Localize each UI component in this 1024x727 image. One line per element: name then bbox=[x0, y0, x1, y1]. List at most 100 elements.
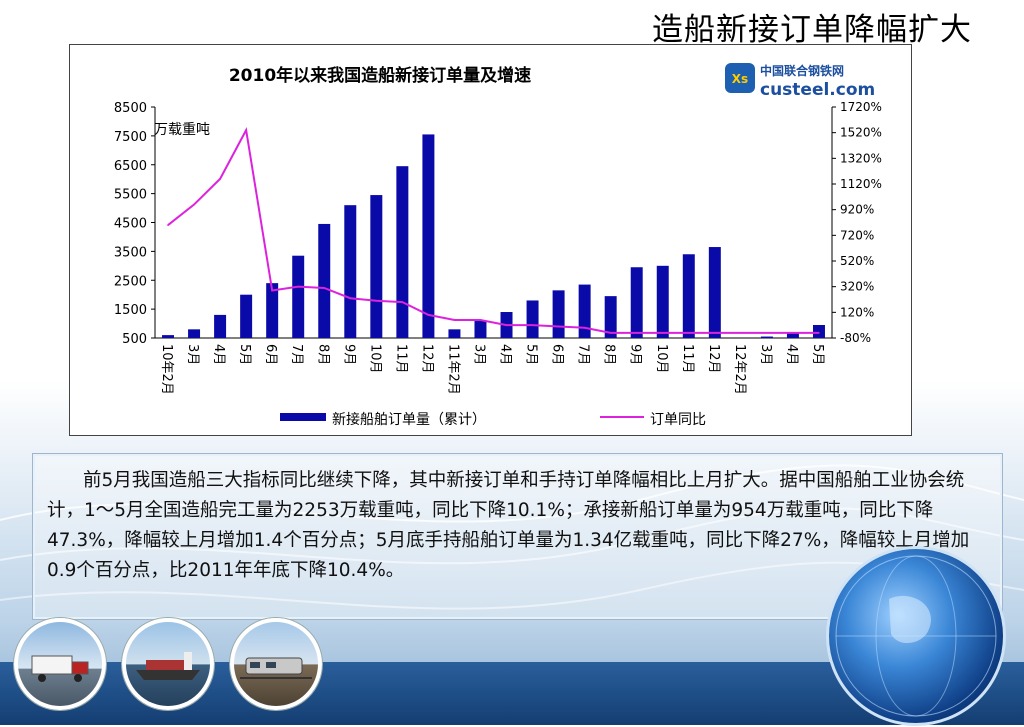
globe-icon bbox=[826, 546, 1006, 726]
line-point-20 bbox=[687, 332, 690, 334]
legend-bar-swatch bbox=[280, 413, 326, 421]
y-left-tick-label: 4500 bbox=[114, 217, 147, 232]
x-tick-label: 12月 bbox=[419, 344, 434, 374]
bar-18 bbox=[630, 267, 643, 338]
chart: 2010年以来我国造船新接订单量及增速 Xs 中国联合钢铁网 custeel.c… bbox=[114, 63, 882, 428]
x-tick-label: 4月 bbox=[498, 344, 513, 365]
cargo-ship-icon bbox=[122, 618, 214, 710]
y-left-tick-label: 500 bbox=[122, 332, 147, 347]
x-tick-label: 3月 bbox=[471, 344, 486, 365]
legend-line-label: 订单同比 bbox=[650, 412, 706, 428]
summary-paragraph: 前5月我国造船三大指标同比继续下降，其中新接订单和手持订单降幅相比上月扩大。据中… bbox=[47, 470, 970, 581]
slide-title: 造船新接订单降幅扩大 bbox=[652, 12, 972, 48]
line-point-13 bbox=[505, 324, 508, 326]
bar-14 bbox=[526, 300, 539, 338]
x-tick-label: 7月 bbox=[289, 344, 304, 365]
bar-6 bbox=[318, 223, 331, 338]
line-point-25 bbox=[818, 332, 820, 334]
logo-badge-text: Xs bbox=[732, 72, 748, 86]
bar-4 bbox=[266, 283, 279, 338]
bar-1 bbox=[188, 329, 201, 338]
y-right-tick-label: 1320% bbox=[840, 151, 882, 165]
line-point-7 bbox=[349, 297, 352, 300]
x-tick-label: 3月 bbox=[758, 344, 773, 365]
bar-11 bbox=[448, 329, 461, 338]
legend-bar-label: 新接船舶订单量（累计） bbox=[332, 411, 486, 428]
x-tick-label: 6月 bbox=[550, 344, 565, 365]
x-tick-label: 12年2月 bbox=[732, 344, 747, 395]
bar-10 bbox=[422, 134, 435, 338]
bar-21 bbox=[708, 247, 721, 338]
y-right-tick-label: 520% bbox=[840, 254, 874, 268]
x-tick-label: 4月 bbox=[784, 344, 799, 365]
legend: 新接船舶订单量（累计） 订单同比 bbox=[280, 411, 706, 428]
y-right-tick-label: 1720% bbox=[840, 100, 882, 114]
line-point-4 bbox=[271, 289, 273, 292]
bar-9 bbox=[396, 166, 409, 338]
x-tick-label: 8月 bbox=[315, 344, 330, 365]
y-left-unit-label: 万载重吨 bbox=[154, 122, 210, 138]
y-left-tick-label: 2500 bbox=[114, 274, 147, 289]
logo-line2: custeel.com bbox=[760, 80, 875, 100]
x-tick-label: 9月 bbox=[628, 344, 643, 365]
x-tick-label: 6月 bbox=[263, 344, 278, 365]
y-right-tick-label: 120% bbox=[840, 305, 874, 319]
bar-12 bbox=[474, 320, 487, 338]
line-point-6 bbox=[323, 287, 326, 289]
line-point-8 bbox=[375, 299, 378, 302]
y-right-tick-label: -80% bbox=[840, 331, 871, 345]
y-right-tick-label: 720% bbox=[840, 228, 874, 242]
bar-24 bbox=[786, 332, 799, 338]
line-point-23 bbox=[766, 332, 768, 334]
line-series-订单同比 bbox=[167, 127, 819, 334]
x-tick-label: 10年2月 bbox=[159, 344, 174, 395]
line-point-3 bbox=[245, 129, 247, 131]
custeel-logo: Xs 中国联合钢铁网 custeel.com bbox=[725, 63, 875, 100]
line-point-11 bbox=[453, 319, 456, 321]
line-point-1 bbox=[193, 203, 195, 206]
line-point-10 bbox=[427, 314, 430, 316]
logo-badge bbox=[725, 63, 755, 93]
train-icon bbox=[230, 618, 322, 710]
chart-frame: 2010年以来我国造船新接订单量及增速 Xs 中国联合钢铁网 custeel.c… bbox=[69, 44, 912, 436]
line-point-0 bbox=[167, 224, 169, 226]
x-tick-label: 3月 bbox=[185, 344, 200, 365]
y-left-tick-label: 3500 bbox=[114, 245, 147, 260]
chart-title: 2010年以来我国造船新接订单量及增速 bbox=[229, 65, 531, 86]
x-tick-label: 9月 bbox=[341, 344, 356, 365]
line-point-17 bbox=[609, 332, 612, 334]
line-point-16 bbox=[583, 326, 586, 329]
x-tick-label: 4月 bbox=[211, 344, 226, 365]
y-left-tick-label: 8500 bbox=[114, 101, 147, 116]
bar-5 bbox=[292, 255, 305, 338]
line-point-9 bbox=[401, 301, 404, 303]
line-point-24 bbox=[792, 332, 794, 334]
y-left-tick-label: 6500 bbox=[114, 159, 147, 174]
bar-19 bbox=[656, 265, 669, 338]
bar-25 bbox=[812, 325, 825, 338]
bar-0 bbox=[162, 335, 175, 338]
line-point-5 bbox=[297, 285, 300, 288]
line-point-18 bbox=[635, 332, 638, 334]
bar-15 bbox=[552, 290, 565, 338]
x-tick-label: 5月 bbox=[524, 344, 539, 365]
line-point-15 bbox=[557, 325, 560, 328]
y-right-tick-label: 1520% bbox=[840, 126, 882, 140]
bar-17 bbox=[604, 296, 617, 338]
y-right-tick-label: 320% bbox=[840, 280, 874, 294]
bar-20 bbox=[682, 254, 695, 338]
x-tick-label: 10月 bbox=[654, 344, 669, 374]
x-tick-label: 11年2月 bbox=[445, 344, 460, 395]
bar-16 bbox=[578, 284, 591, 338]
y-left-tick-label: 5500 bbox=[114, 188, 147, 203]
x-tick-label: 11月 bbox=[680, 344, 695, 374]
x-tick-label: 12月 bbox=[706, 344, 721, 374]
x-tick-label: 10月 bbox=[367, 344, 382, 374]
line-point-22 bbox=[740, 332, 742, 334]
x-tick-label: 11月 bbox=[393, 344, 408, 374]
x-tick-label: 7月 bbox=[576, 344, 591, 365]
bar-8 bbox=[370, 195, 383, 338]
y-right-tick-label: 1120% bbox=[840, 177, 882, 191]
bar-7 bbox=[344, 205, 357, 338]
bar-3 bbox=[240, 294, 253, 338]
